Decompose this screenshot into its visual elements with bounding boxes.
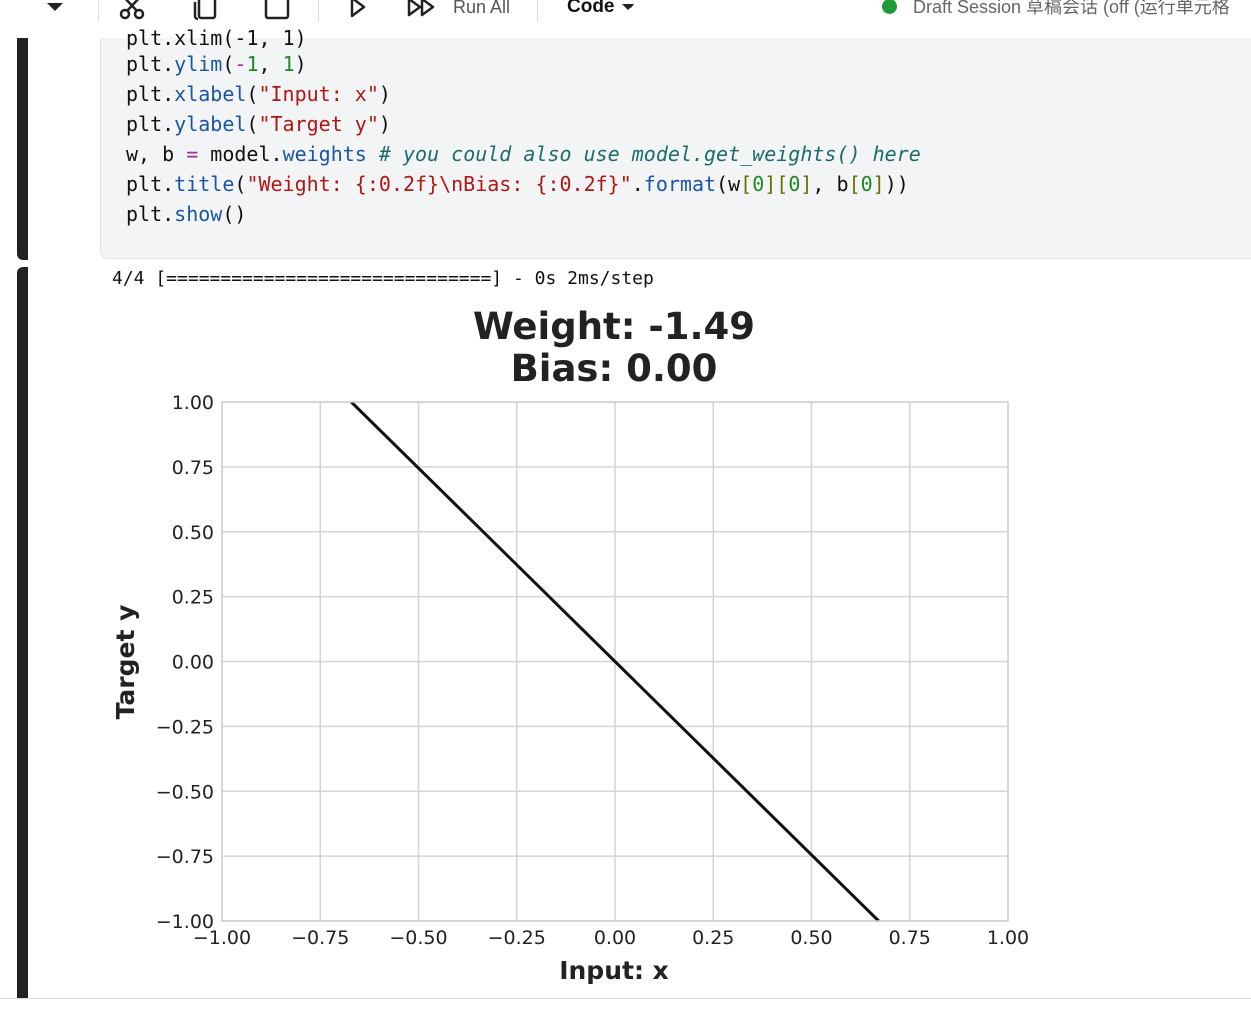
- code-token: 0: [788, 172, 801, 196]
- run-cell-icon[interactable]: [343, 0, 373, 22]
- code-token: plt: [126, 112, 163, 136]
- collapse-chevron-icon[interactable]: [44, 0, 66, 22]
- y-tick-label: −0.25: [156, 716, 214, 738]
- code-token: w: [728, 172, 741, 196]
- y-axis-label: Target y: [111, 605, 140, 720]
- code-token: plt: [126, 52, 163, 76]
- run-all-button[interactable]: Run All: [405, 0, 510, 22]
- toolbar-divider: [318, 0, 319, 22]
- plot-frame: [221, 401, 1009, 922]
- code-token: ylim: [174, 52, 223, 76]
- cut-icon[interactable]: [117, 0, 147, 22]
- x-tick-label: 0.50: [790, 927, 832, 949]
- code-token: "Target y": [258, 112, 379, 136]
- training-progress-output: 4/4 [==============================] - 0…: [112, 268, 654, 289]
- code-token: weights: [282, 142, 367, 166]
- x-axis-label: Input: x: [559, 956, 669, 985]
- code-token: plt: [126, 82, 163, 106]
- code-token: show: [174, 202, 223, 226]
- code-token: =: [186, 142, 199, 166]
- code-token: 1: [246, 52, 259, 76]
- y-tick-label: 0.50: [172, 522, 214, 544]
- code-line-xlabel: plt.xlabel("Input: x"): [126, 82, 391, 106]
- copy-icon[interactable]: [190, 0, 220, 22]
- notebook-toolbar: Run All Code Draft Session 草稿会话 (off (运行…: [0, 0, 1251, 38]
- session-status-dot-icon: [882, 0, 897, 14]
- cell-type-label: Code: [567, 0, 615, 17]
- code-token: plt: [126, 172, 163, 196]
- y-tick-label: 0.75: [172, 457, 214, 479]
- x-tick-label: −1.00: [193, 927, 251, 949]
- x-tick-label: −0.75: [291, 927, 349, 949]
- code-editor[interactable]: plt.xlim(-1, 1) plt.ylim(-1, 1) plt.xlab…: [100, 26, 1251, 259]
- code-token: w, b: [126, 142, 187, 166]
- code-line-show: plt.show(): [126, 202, 247, 226]
- cell-gutter-input[interactable]: [17, 38, 28, 260]
- code-line-ylabel: plt.ylabel("Target y"): [126, 112, 391, 136]
- toolbar-divider: [98, 0, 99, 22]
- dropdown-caret-icon: [621, 4, 634, 10]
- y-tick-label: −0.50: [156, 781, 214, 803]
- code-line-xlim: plt.xlim(-1, 1): [126, 26, 307, 50]
- code-line-ylim: plt.ylim(-1, 1): [126, 52, 307, 76]
- x-tick-label: −0.50: [389, 927, 447, 949]
- cell-gutter-output[interactable]: [17, 267, 28, 999]
- code-comment: # you could also use model.get_weights()…: [366, 142, 921, 166]
- y-tick-label: 0.00: [172, 652, 214, 674]
- code-token: b: [836, 172, 849, 196]
- session-status[interactable]: Draft Session 草稿会话 (off (运行单元格: [882, 0, 1230, 19]
- code-token: title: [174, 172, 235, 196]
- page-bottom-divider: [0, 998, 1251, 999]
- code-line-weights: w, b = model.weights # you could also us…: [126, 142, 921, 166]
- x-tick-label: −0.25: [488, 927, 546, 949]
- x-tick-label: 0.00: [594, 927, 636, 949]
- code-token: 0: [752, 172, 765, 196]
- paste-icon[interactable]: [262, 0, 292, 22]
- toolbar-divider: [537, 0, 538, 22]
- series-line: [350, 400, 880, 923]
- code-token: ylabel: [174, 112, 247, 136]
- code-token: 1: [282, 52, 295, 76]
- run-all-icon: [407, 0, 435, 17]
- code-token: model.: [198, 142, 283, 166]
- code-token: 0: [860, 172, 873, 196]
- y-tick-label: 0.25: [172, 587, 214, 609]
- code-token: "Input: x": [258, 82, 379, 106]
- code-token: -: [234, 52, 247, 76]
- y-tick-label: 1.00: [172, 392, 214, 414]
- code-token: ,: [258, 52, 283, 76]
- session-label: Draft Session 草稿会话 (off (运行单元格: [913, 0, 1230, 17]
- chart-title-line1: Weight: -1.49: [473, 305, 755, 348]
- x-tick-label: 1.00: [987, 927, 1029, 949]
- code-token: xlabel: [174, 82, 247, 106]
- x-tick-label: 0.25: [692, 927, 734, 949]
- code-token: "Weight: {:0.2f}\nBias: {:0.2f}": [246, 172, 632, 196]
- code-token: format: [643, 172, 717, 196]
- x-tick-label: 0.75: [889, 927, 931, 949]
- chart-title-line2: Bias: 0.00: [511, 347, 718, 390]
- run-all-label: Run All: [453, 0, 511, 17]
- cell-type-select[interactable]: Code: [567, 0, 641, 22]
- y-tick-label: −1.00: [156, 911, 214, 933]
- y-tick-label: −0.75: [156, 846, 214, 868]
- code-token: plt: [126, 202, 163, 226]
- code-line-title: plt.title("Weight: {:0.2f}\nBias: {:0.2f…: [126, 172, 909, 196]
